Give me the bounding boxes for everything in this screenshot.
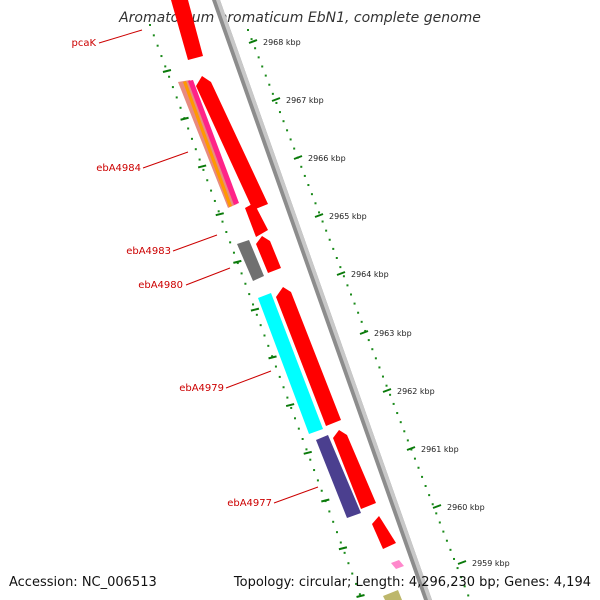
gene-label-leader: [142, 151, 189, 169]
gene-ebA4984-stripe-1: [183, 81, 232, 207]
gene-small-pink[interactable]: [391, 560, 404, 569]
outer-tick-track: [247, 29, 470, 597]
gene-label-pcaK[interactable]: pcaK: [71, 38, 96, 49]
gene-label-layer: pcaK ebA4984 ebA4983 ebA4980 ebA4979 ebA4977: [71, 29, 319, 509]
kbp-tick-mark: [336, 271, 346, 276]
gene-ebA4984-stripe-2: [188, 80, 239, 205]
kbp-tick-mark: [382, 388, 392, 393]
map-title: Aromatoleum aromaticum EbN1, complete ge…: [119, 10, 481, 26]
kbp-tick-mark: [457, 560, 467, 565]
kbp-tick-mark: [248, 39, 258, 44]
gene-label-leader: [172, 234, 218, 252]
gene-ebA4977[interactable]: [316, 435, 361, 518]
kbp-tick-mark: [432, 504, 442, 509]
gene-forward-3[interactable]: [245, 203, 268, 237]
gene-label-leader: [98, 29, 143, 44]
kbp-tick-label: 2967 kbp: [286, 96, 324, 105]
gene-forward-4[interactable]: [256, 236, 281, 273]
gene-label-ebA4977[interactable]: ebA4977: [227, 498, 272, 509]
inner-tick-track: [149, 24, 365, 598]
kbp-scale: 2968 kbp 2967 kbp 2966 kbp 2965 kbp 2964 kbp…: [248, 38, 510, 568]
kbp-tick-label: 2960 kbp: [447, 503, 485, 512]
kbp-tick-label: 2968 kbp: [263, 38, 301, 47]
gene-forward-2[interactable]: [196, 76, 268, 210]
kbp-tick-label: 2961 kbp: [421, 445, 459, 454]
gene-forward-6[interactable]: [333, 430, 376, 509]
kbp-tick-label: 2963 kbp: [374, 329, 412, 338]
gene-forward-1[interactable]: [171, 0, 203, 60]
gene-small-olive[interactable]: [383, 590, 402, 600]
genome-summary-text: Topology: circular; Length: 4,296,230 bp…: [233, 575, 591, 590]
kbp-tick-mark: [293, 155, 303, 160]
gene-forward-5[interactable]: [276, 287, 341, 426]
gene-ebA4983[interactable]: [237, 240, 264, 281]
gene-label-leader: [225, 370, 272, 389]
kbp-tick-mark: [406, 446, 416, 451]
forward-strand-genes: [171, 0, 396, 549]
gene-label-ebA4984[interactable]: ebA4984: [96, 163, 141, 174]
accession-text: Accession: NC_006513: [9, 575, 157, 590]
kbp-tick-label: 2966 kbp: [308, 154, 346, 163]
kbp-tick-mark: [359, 330, 369, 335]
gene-forward-7[interactable]: [372, 516, 396, 549]
kbp-tick-label: 2965 kbp: [329, 212, 367, 221]
gene-label-ebA4980[interactable]: ebA4980: [138, 280, 183, 291]
gene-label-leader: [185, 267, 231, 286]
gene-label-leader: [273, 486, 319, 504]
kbp-tick-label: 2959 kbp: [472, 559, 510, 568]
kbp-tick-label: 2962 kbp: [397, 387, 435, 396]
genome-backbone: [212, 0, 432, 600]
gene-label-ebA4983[interactable]: ebA4983: [126, 246, 171, 257]
reverse-strand-genes: [178, 80, 404, 600]
gene-ebA4979[interactable]: [258, 293, 323, 434]
kbp-tick-mark: [271, 97, 281, 102]
gene-label-ebA4979[interactable]: ebA4979: [179, 383, 224, 394]
kbp-tick-mark: [314, 213, 324, 218]
kbp-tick-label: 2964 kbp: [351, 270, 389, 279]
